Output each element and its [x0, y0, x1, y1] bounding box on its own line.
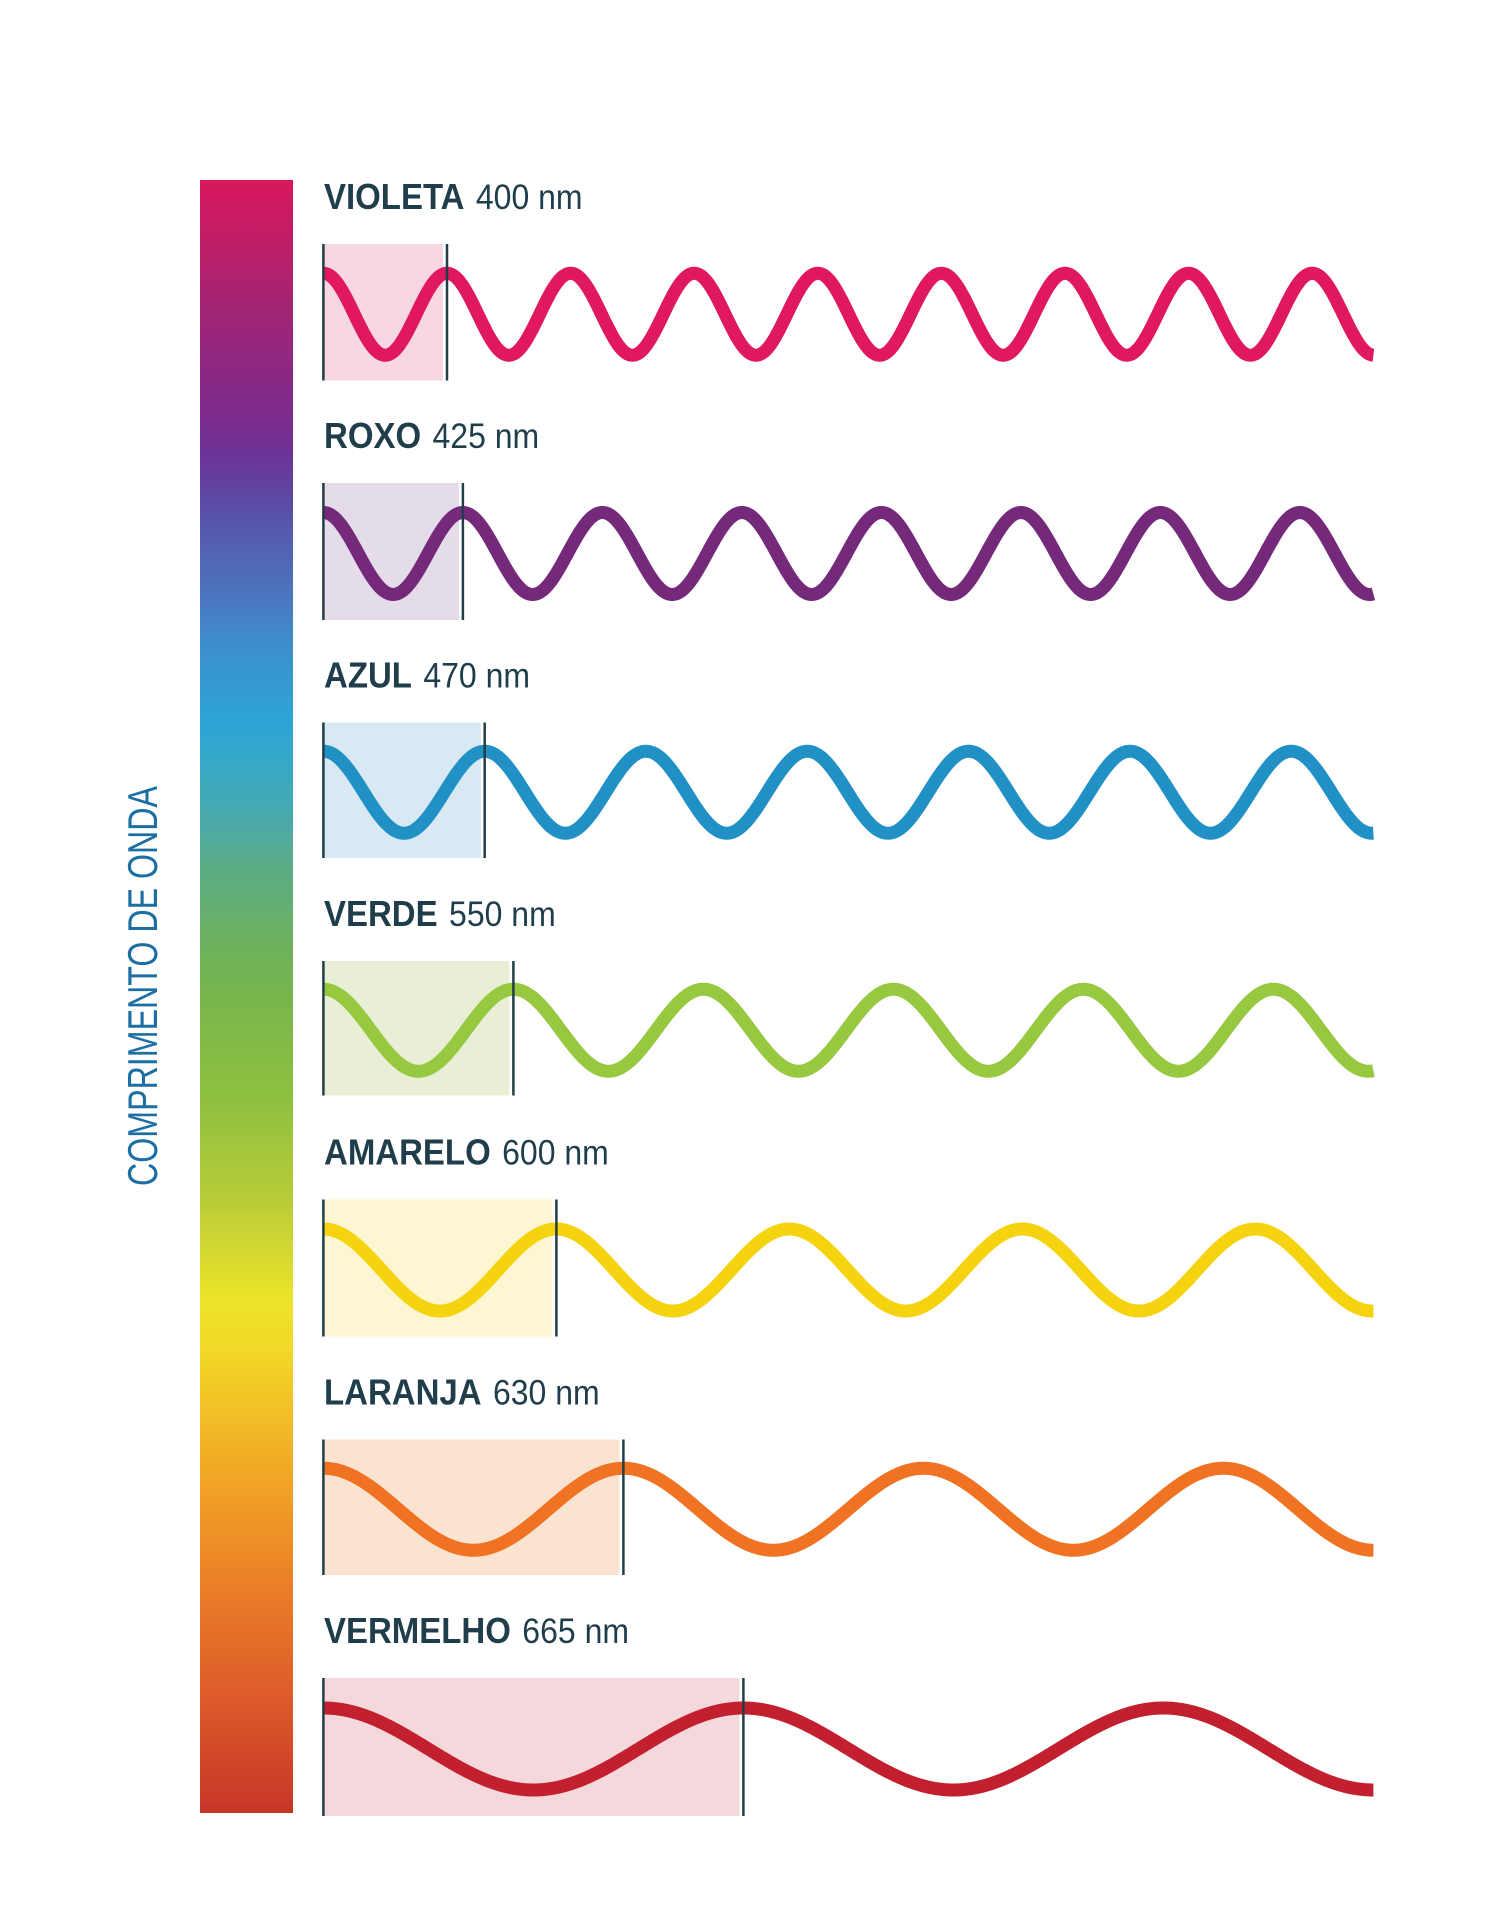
svg-text:LARANJA 630 nm: LARANJA 630 nm — [324, 1373, 600, 1413]
svg-text:AMARELO 600 nm: AMARELO 600 nm — [324, 1133, 609, 1173]
svg-text:VERDE 550 nm: VERDE 550 nm — [324, 895, 556, 935]
svg-text:COMPRIMENTO DE ONDA: COMPRIMENTO DE ONDA — [119, 786, 166, 1186]
svg-text:ROXO 425 nm: ROXO 425 nm — [324, 417, 539, 457]
svg-text:VERMELHO 665 nm: VERMELHO 665 nm — [324, 1612, 629, 1652]
svg-text:AZUL 470 nm: AZUL 470 nm — [324, 656, 530, 696]
svg-text:VIOLETA 400 nm: VIOLETA 400 nm — [324, 178, 583, 218]
